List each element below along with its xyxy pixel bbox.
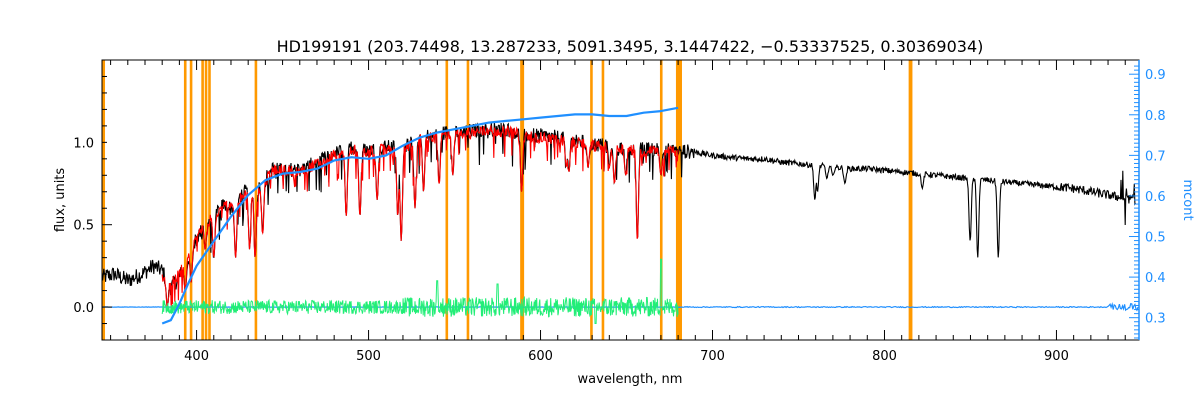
- series-model: [161, 125, 679, 313]
- y-tick-label-0: 0.0: [73, 301, 94, 316]
- y-right-tick-label-1: 0.4: [1145, 271, 1166, 286]
- x-axis-label: wavelength, nm: [578, 372, 683, 387]
- y-axis-label: flux, units: [53, 168, 68, 233]
- y-tick-label-1: 0.5: [73, 219, 94, 234]
- y-right-tick-label-4: 0.7: [1145, 149, 1166, 164]
- left-axis: 0.0 0.5 1.0: [73, 59, 112, 341]
- y-right-tick-label-3: 0.6: [1145, 190, 1166, 205]
- series-residual: [161, 258, 679, 324]
- series-continuum: [161, 106, 679, 325]
- right-axis: 0.3 0.4 0.5 0.6 0.7 0.8 0.9: [1129, 60, 1166, 340]
- x-tick-label-3: 700: [700, 349, 725, 364]
- x-tick-label-4: 800: [872, 349, 897, 364]
- plot-area: [102, 60, 1139, 340]
- y-tick-label-2: 1.0: [73, 136, 94, 151]
- y-right-tick-label-2: 0.5: [1145, 231, 1166, 246]
- chart-title: HD199191 (203.74498, 13.287233, 5091.349…: [277, 37, 984, 56]
- x-tick-label-2: 600: [528, 349, 553, 364]
- y-right-tick-label-5: 0.8: [1145, 109, 1166, 124]
- x-tick-label-5: 900: [1044, 349, 1069, 364]
- y-axis-right-label: mcont: [1180, 179, 1195, 220]
- y-right-tick-label-0: 0.3: [1145, 312, 1166, 327]
- y-right-tick-label-6: 0.9: [1145, 68, 1166, 83]
- x-tick-label-1: 500: [356, 349, 381, 364]
- x-tick-label-0: 400: [184, 349, 209, 364]
- bottom-axis: 400 500 600 700 800 900: [110, 60, 1126, 364]
